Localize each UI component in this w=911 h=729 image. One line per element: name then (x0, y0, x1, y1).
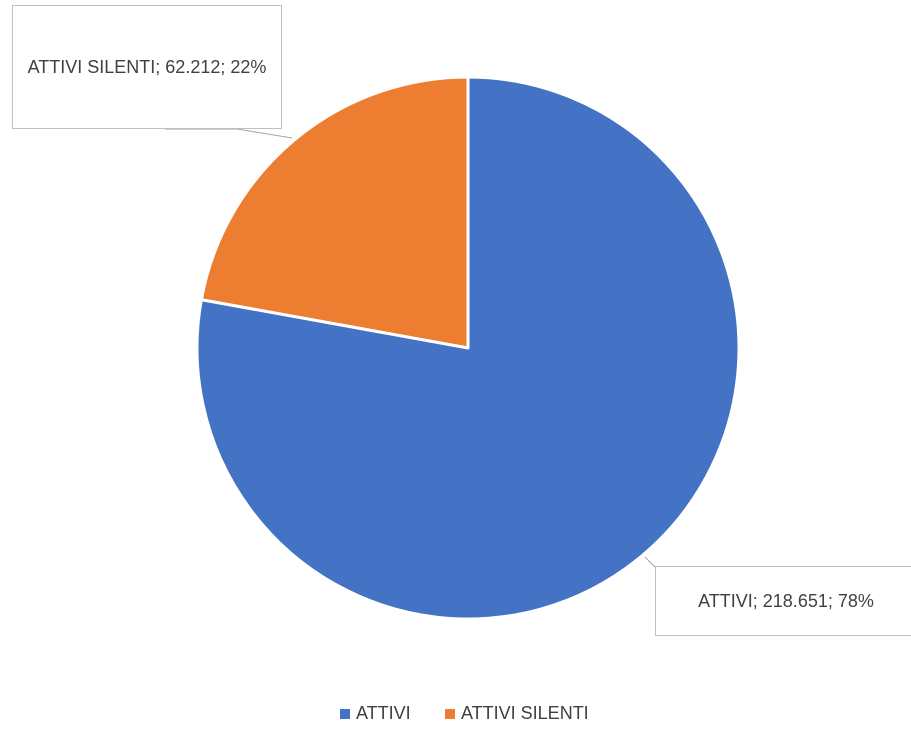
legend-label: ATTIVI SILENTI (461, 703, 589, 723)
legend-swatch (340, 708, 350, 719)
legend-swatch (445, 708, 455, 719)
legend-item: ATTIVI (340, 703, 411, 724)
pie-slice (195, 75, 741, 621)
legend-label: ATTIVI (356, 703, 411, 723)
data-label: ATTIVI; 218.651; 78% (655, 566, 911, 636)
leader-line (644, 556, 656, 568)
legend-item: ATTIVI SILENTI (445, 703, 589, 724)
data-label: ATTIVI SILENTI; 62.212; 22% (12, 5, 282, 129)
leader-line (165, 128, 293, 139)
pie-slice (199, 75, 470, 350)
